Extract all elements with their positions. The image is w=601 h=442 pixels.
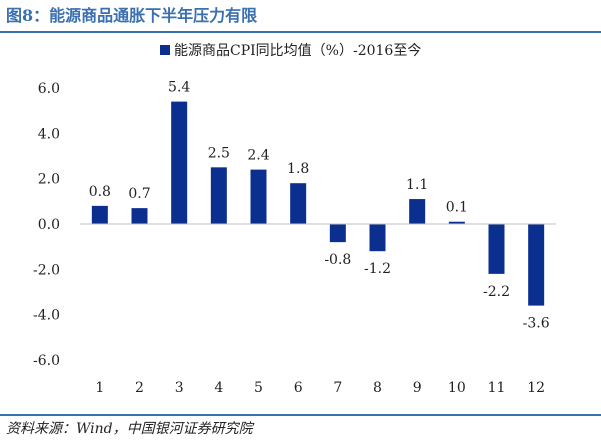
x-tick-label: 12 (527, 380, 545, 396)
x-axis-labels: 1 2 3 4 5 6 7 8 9 10 11 12 (95, 380, 545, 396)
data-label: 0.7 (128, 186, 150, 202)
bar (369, 224, 386, 252)
y-tick-label: 6.0 (38, 81, 60, 97)
legend: 能源商品CPI同比均值（%）-2016至今 (160, 43, 421, 59)
y-tick-label: -2.0 (33, 262, 60, 278)
title-rule (0, 31, 601, 33)
bars (91, 101, 545, 306)
bar (131, 208, 148, 224)
x-tick-label: 2 (135, 380, 144, 396)
data-label: 0.1 (446, 200, 468, 216)
figure-title: 图8：能源商品通胀下半年压力有限 (6, 6, 258, 25)
y-axis: -6.0 -4.0 -2.0 0.0 2.0 4.0 6.0 (33, 81, 60, 369)
x-tick-label: 3 (175, 380, 184, 396)
legend-label: 能源商品CPI同比均值（%）-2016至今 (174, 43, 421, 59)
bar-chart: 能源商品CPI同比均值（%）-2016至今 -6.0 -4.0 -2.0 0.0 2.0… (33, 43, 556, 396)
data-label: 2.4 (247, 148, 269, 164)
bar (409, 199, 426, 224)
data-label: -2.2 (483, 284, 510, 300)
bar (528, 224, 545, 306)
data-label: 1.1 (406, 177, 428, 193)
bar (290, 183, 307, 224)
x-tick-label: 11 (488, 380, 506, 396)
y-tick-label: 0.0 (38, 217, 60, 233)
bar (171, 101, 188, 224)
data-label: 2.5 (208, 145, 230, 161)
x-tick-label: 8 (373, 380, 382, 396)
bar (91, 205, 108, 224)
y-tick-label: 4.0 (38, 126, 60, 142)
bar (488, 224, 505, 274)
x-tick-label: 7 (333, 380, 342, 396)
x-tick-label: 10 (448, 380, 466, 396)
data-labels: 0.8 0.7 5.4 2.5 2.4 1.8 -0.8 -1.2 1.1 0.1 -2.2 -3.6 (89, 80, 550, 332)
legend-swatch (160, 45, 170, 55)
x-tick-label: 1 (95, 380, 104, 396)
source-note: 资料来源：Wind，中国银河证券研究院 (6, 421, 253, 437)
x-tick-label: 5 (254, 380, 263, 396)
data-label: 0.8 (89, 184, 111, 200)
data-label: -0.8 (324, 252, 351, 268)
bar (448, 221, 465, 224)
y-tick-label: -4.0 (33, 308, 60, 324)
source-rule (0, 414, 601, 416)
data-label: -3.6 (523, 316, 550, 332)
data-label: 1.8 (287, 161, 309, 177)
bar (250, 169, 267, 224)
data-label: -1.2 (364, 261, 391, 277)
y-tick-label: 2.0 (38, 172, 60, 188)
x-tick-label: 4 (214, 380, 223, 396)
data-label: 5.4 (168, 80, 190, 96)
x-tick-label: 9 (413, 380, 422, 396)
bar (210, 167, 227, 224)
y-tick-label: -6.0 (33, 353, 60, 369)
bar (329, 224, 346, 243)
x-tick-label: 6 (294, 380, 303, 396)
